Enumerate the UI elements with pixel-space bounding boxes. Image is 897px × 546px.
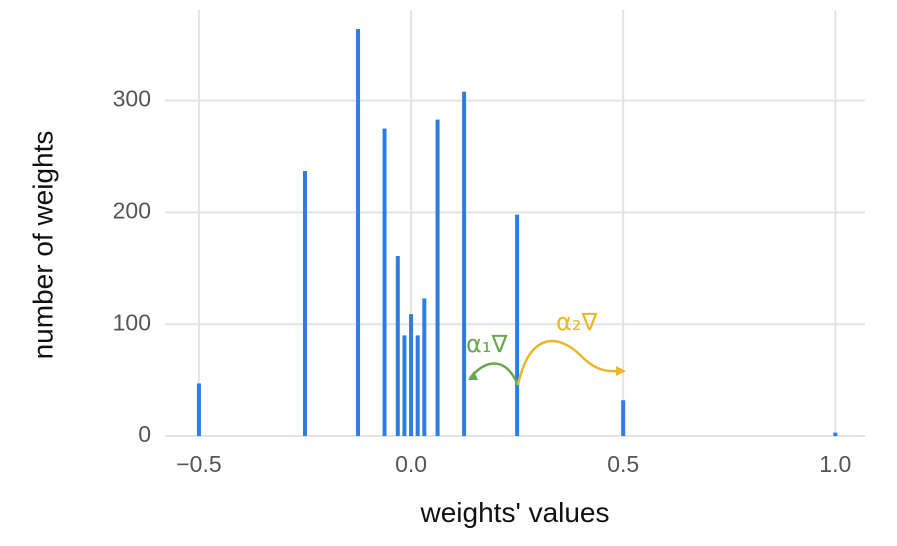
bar bbox=[435, 119, 440, 436]
bar bbox=[415, 335, 420, 436]
y-tick-label: 300 bbox=[113, 86, 151, 112]
bar bbox=[356, 29, 361, 437]
bar bbox=[462, 91, 467, 437]
green-arrowhead bbox=[468, 371, 478, 380]
y-tick-label: 0 bbox=[138, 421, 151, 447]
bar bbox=[621, 400, 626, 436]
x-tick-label: 1.0 bbox=[819, 451, 851, 477]
bar bbox=[196, 383, 201, 436]
grid bbox=[165, 10, 865, 437]
bar bbox=[402, 335, 407, 436]
x-axis-label: weights' values bbox=[420, 497, 610, 528]
bar bbox=[395, 256, 400, 436]
bar bbox=[515, 214, 520, 436]
bar bbox=[303, 171, 307, 437]
annotation: α₁∇ bbox=[466, 330, 508, 358]
bar bbox=[833, 432, 838, 436]
green-arrow bbox=[469, 362, 520, 386]
y-axis-label: number of weights bbox=[27, 131, 58, 360]
bar bbox=[422, 298, 427, 436]
y-tick-label: 200 bbox=[113, 197, 151, 223]
annotation: α₂∇ bbox=[556, 308, 598, 336]
y-tick-label: 100 bbox=[113, 309, 151, 335]
bar bbox=[382, 128, 387, 437]
x-tick-label: 0.5 bbox=[607, 451, 639, 477]
yellow-arrow bbox=[516, 340, 621, 386]
bar bbox=[409, 314, 414, 436]
bars bbox=[196, 29, 838, 437]
yellow-arrowhead bbox=[616, 366, 626, 376]
x-tick-label: 0.0 bbox=[395, 451, 427, 477]
x-tick-label: −0.5 bbox=[176, 451, 221, 477]
